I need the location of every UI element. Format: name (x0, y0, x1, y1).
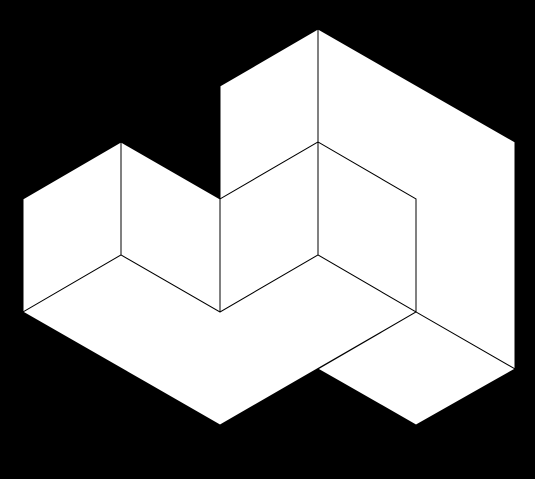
block-faces (22, 28, 517, 426)
floor-right-face (316, 311, 517, 426)
block-edges (120, 29, 417, 312)
